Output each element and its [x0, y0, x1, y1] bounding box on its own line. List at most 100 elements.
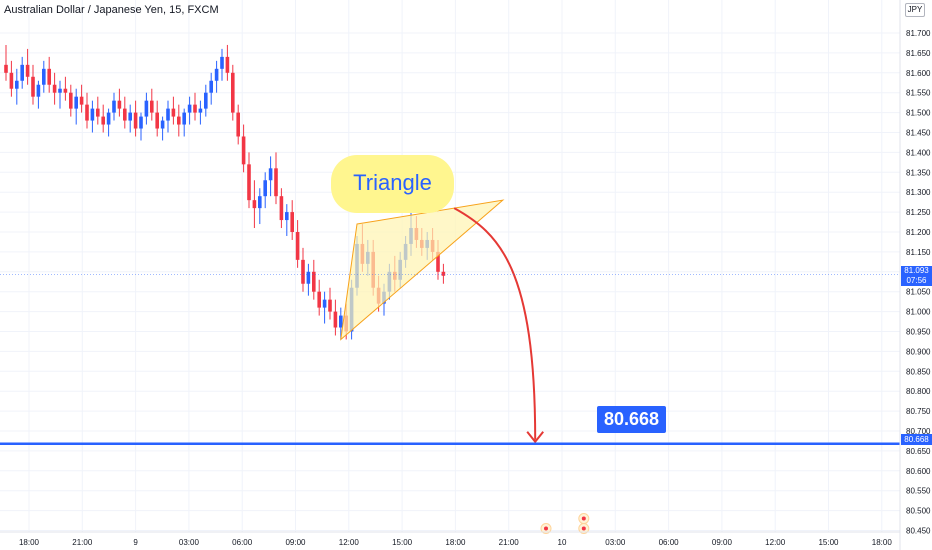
price-tick-label: 81.500 — [906, 109, 931, 118]
candle-body — [290, 212, 294, 232]
candle-body — [279, 196, 284, 221]
current-price-value: 81.093 — [904, 266, 929, 275]
triangle-callout[interactable]: Triangle — [331, 155, 454, 213]
price-tick-label: 81.550 — [906, 89, 931, 98]
candle-body — [328, 299, 332, 312]
candle-body — [231, 72, 235, 113]
time-tick-label: 15:00 — [818, 538, 839, 547]
triangle-pattern[interactable] — [340, 199, 505, 341]
candle-body — [258, 196, 262, 209]
grid — [0, 0, 900, 532]
price-tick-label: 81.450 — [906, 129, 931, 138]
candle-body — [133, 112, 138, 129]
time-tick-label: 12:00 — [765, 538, 786, 547]
candle-body — [317, 291, 321, 308]
candle-body — [171, 108, 176, 117]
candle-body — [204, 92, 208, 109]
candle-body — [139, 116, 143, 129]
candle-body — [15, 80, 19, 89]
price-tick-label: 81.700 — [906, 29, 931, 38]
candle-body — [220, 56, 224, 69]
price-axis[interactable]: 81.700 81.650 81.600 81.550 81.500 81.450 81.4… — [906, 29, 931, 536]
price-tick-label: 81.200 — [906, 228, 931, 237]
candle-body — [123, 108, 127, 121]
time-tick-label: 03:00 — [605, 538, 626, 547]
candle-body — [312, 271, 316, 292]
candle-body — [182, 112, 186, 125]
candle-body — [144, 100, 149, 117]
time-tick-label: 10 — [558, 538, 567, 547]
time-tick-label: 09:00 — [712, 538, 733, 547]
candle-body — [285, 212, 289, 221]
chart-title: Australian Dollar / Japanese Yen, 15, FX… — [4, 4, 219, 16]
candle-body — [36, 84, 41, 97]
candle-body — [247, 164, 251, 201]
candle-body — [333, 311, 338, 328]
candle-body — [106, 112, 111, 125]
candle-body — [31, 76, 35, 97]
level-price-tag: 80.668 — [901, 434, 932, 445]
time-tick-label: 03:00 — [179, 538, 200, 547]
price-tick-label: 80.550 — [906, 487, 931, 496]
candle-body — [436, 251, 440, 272]
time-tick-label: 21:00 — [499, 538, 520, 547]
time-tick-label: 15:00 — [392, 538, 413, 547]
candle-body — [74, 96, 78, 109]
current-price-tag: 81.093 07:56 — [901, 266, 932, 286]
candle-body — [274, 168, 278, 197]
price-tick-label: 80.500 — [906, 507, 931, 516]
candle-body — [441, 271, 446, 276]
candle-body — [117, 100, 122, 109]
target-arrow[interactable] — [453, 207, 537, 440]
candle-body — [42, 68, 46, 85]
time-tick-label: 09:00 — [285, 538, 306, 547]
candle-body — [295, 232, 300, 260]
candle-body — [4, 64, 8, 73]
candle-body — [25, 64, 30, 77]
time-tick-label: 18:00 — [445, 538, 466, 547]
candle-body — [322, 299, 327, 308]
time-tick-label: 12:00 — [339, 538, 360, 547]
candle-body — [177, 116, 181, 125]
candle-body — [241, 136, 246, 165]
price-tick-label: 80.950 — [906, 328, 931, 337]
candle-body — [187, 104, 192, 113]
price-tick-label: 81.300 — [906, 188, 931, 197]
candle-body — [166, 108, 170, 121]
candle-body — [306, 271, 311, 284]
candle-body — [85, 104, 89, 121]
candle-body — [225, 56, 230, 73]
price-tick-label: 81.350 — [906, 168, 931, 177]
time-tick-label: 18:00 — [872, 538, 893, 547]
candle-body — [339, 315, 343, 328]
candle-body — [9, 72, 14, 89]
event-markers[interactable] — [540, 513, 590, 535]
currency-badge[interactable]: JPY — [905, 3, 925, 17]
price-tick-label: 81.150 — [906, 248, 931, 257]
candle-body — [198, 108, 203, 113]
candle-body — [47, 68, 51, 85]
price-tick-label: 80.800 — [906, 387, 931, 396]
event-marker-dot — [581, 516, 586, 521]
candle-body — [128, 112, 132, 121]
price-tick-label: 80.850 — [906, 367, 931, 376]
time-tick-label: 9 — [133, 538, 138, 547]
candle-body — [155, 112, 159, 129]
candle-body — [20, 64, 24, 81]
price-tick-label: 81.000 — [906, 308, 931, 317]
bar-countdown: 07:56 — [906, 276, 927, 285]
candle-body — [214, 68, 219, 81]
candle-body — [150, 100, 154, 113]
time-axis[interactable]: 18:00 21:00 9 03:00 06:00 09:00 12:00 15:00 18:0… — [0, 531, 900, 547]
time-tick-label: 18:00 — [19, 538, 40, 547]
candle-body — [193, 104, 197, 113]
candle-body — [52, 84, 57, 93]
price-tick-label: 80.600 — [906, 467, 931, 476]
price-tick-label: 80.900 — [906, 347, 931, 356]
price-tick-label: 81.650 — [906, 49, 931, 58]
candle-body — [69, 92, 73, 109]
target-callout[interactable]: 80.668 — [597, 406, 667, 433]
candle-body — [209, 80, 213, 93]
candle-body — [268, 168, 273, 181]
